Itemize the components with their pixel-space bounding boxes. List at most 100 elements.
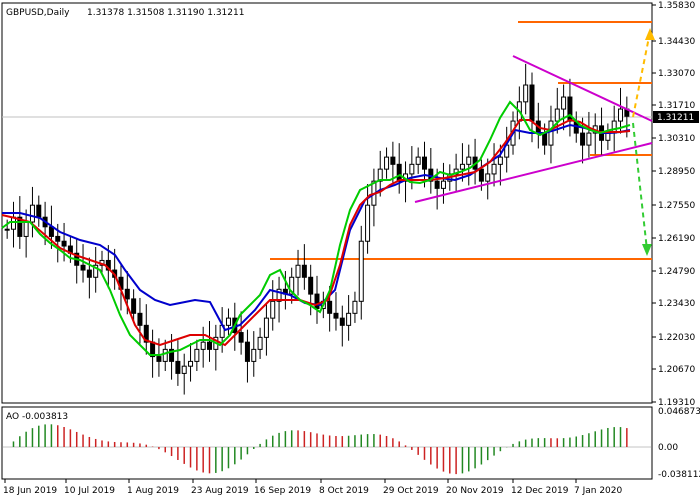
candle-body: [390, 156, 396, 165]
candle-body: [561, 96, 567, 110]
candle-body: [17, 216, 23, 237]
price-tick-label: 1.33070: [658, 69, 695, 79]
price-tick-label: 1.19310: [658, 398, 695, 408]
candle-body: [86, 269, 92, 278]
candle-body: [327, 300, 333, 314]
candle-body: [554, 108, 560, 122]
price-tick-label: 1.28950: [658, 167, 695, 177]
forecast-down-arrow: [632, 122, 648, 251]
candle-body: [61, 240, 67, 247]
time-tick-label: 12 Dec 2019: [511, 486, 569, 496]
candle-body: [156, 356, 162, 362]
candle-body: [55, 235, 61, 242]
candle-body: [440, 180, 446, 189]
candle-body: [137, 312, 143, 326]
candle-body: [586, 132, 592, 146]
candle-body: [257, 336, 263, 350]
ma-mid-line: [1, 118, 631, 347]
candle-body: [4, 228, 10, 231]
candle-body: [542, 132, 548, 146]
time-tick-label: 8 Oct 2019: [319, 486, 369, 496]
candle-body: [143, 324, 149, 343]
candle-body: [466, 156, 472, 165]
candle-body: [131, 298, 137, 314]
candle-body: [301, 264, 307, 278]
ao-label: AO -0.003813: [6, 412, 68, 422]
candle-body: [80, 264, 86, 271]
candle-body: [48, 226, 54, 237]
time-tick-label: 20 Nov 2019: [446, 486, 504, 496]
candle-body: [497, 156, 503, 165]
time-tick-label: 23 Aug 2019: [191, 486, 249, 496]
price-tick-label: 1.34430: [658, 37, 695, 47]
candle-body: [333, 312, 339, 319]
candle-body: [365, 204, 371, 242]
candle-body: [244, 341, 250, 362]
candle-body: [124, 288, 130, 300]
candle-body: [491, 163, 497, 175]
candle-body: [181, 365, 187, 374]
candle-body: [377, 168, 383, 182]
candle-body: [421, 156, 427, 170]
time-tick-label: 29 Oct 2019: [383, 486, 439, 496]
candle-body: [352, 300, 358, 314]
price-tick-label: 1.23430: [658, 299, 695, 309]
candle-body: [358, 240, 364, 302]
candle-body: [415, 156, 421, 165]
candle-body: [93, 264, 99, 278]
candle-body: [339, 317, 345, 326]
candle-body: [276, 288, 282, 302]
price-axis: 1.35830 1.34430 1.33070 1.31710 1.30310 1.289…: [652, 1, 695, 408]
price-tick-label: 1.22030: [658, 333, 695, 343]
time-tick-label: 18 Jun 2019: [3, 486, 57, 496]
price-tick-label: 1.20670: [658, 365, 695, 375]
ao-tick-label: -0.038112: [658, 470, 700, 480]
candle-body: [308, 276, 314, 295]
forecast-up-arrow: [632, 31, 651, 118]
current-price-value: 1.31211: [657, 113, 694, 123]
candle-body: [605, 132, 611, 141]
candle-body: [580, 132, 586, 146]
price-tick-label: 1.31710: [658, 101, 695, 111]
ao-tick-label: 0.046873: [658, 407, 700, 417]
candle-body: [188, 360, 194, 367]
candle-body: [396, 163, 402, 182]
candle-body: [459, 163, 465, 170]
candle-body: [384, 156, 390, 170]
candle-body: [238, 332, 244, 343]
candle-body: [263, 317, 269, 338]
forecast-up-arrowhead: [645, 28, 655, 40]
symbol-label: GBPUSD,Daily: [6, 8, 70, 18]
candle-body: [23, 221, 29, 237]
candle-body: [289, 276, 295, 295]
ao-histogram: [12, 424, 628, 475]
candle-body: [346, 312, 352, 326]
trend-lower-line: [414, 142, 653, 203]
time-tick-label: 7 Jan 2020: [574, 486, 622, 496]
candle-body: [478, 168, 484, 182]
price-tick-label: 1.35830: [658, 1, 695, 11]
candle-body: [314, 293, 320, 310]
time-tick-label: 16 Sep 2019: [254, 486, 311, 496]
candle-body: [162, 348, 168, 362]
time-axis: 18 Jun 2019 10 Jul 2019 1 Aug 2019 23 Aug 2…: [3, 479, 622, 496]
ao-pane-frame: [1, 406, 653, 480]
candle-body: [175, 360, 181, 374]
ao-axis: 0.046873 0.00 -0.038112: [658, 407, 700, 480]
main-pane-frame: [1, 2, 653, 404]
candle-body: [169, 348, 175, 362]
candle-body: [270, 300, 276, 319]
candle-body: [29, 204, 35, 223]
candle-body: [548, 120, 554, 146]
time-tick-label: 10 Jul 2019: [64, 486, 115, 496]
candle-body: [523, 84, 529, 103]
candle-body: [409, 163, 415, 175]
candle-body: [485, 173, 491, 182]
candle-body: [529, 84, 535, 122]
candle-body: [36, 204, 42, 218]
price-tick-label: 1.24790: [658, 267, 695, 277]
price-tick-label: 1.27550: [658, 201, 695, 211]
ohlc-label: 1.31378 1.31508 1.31190 1.31211: [87, 8, 244, 18]
candle-body: [618, 108, 624, 122]
